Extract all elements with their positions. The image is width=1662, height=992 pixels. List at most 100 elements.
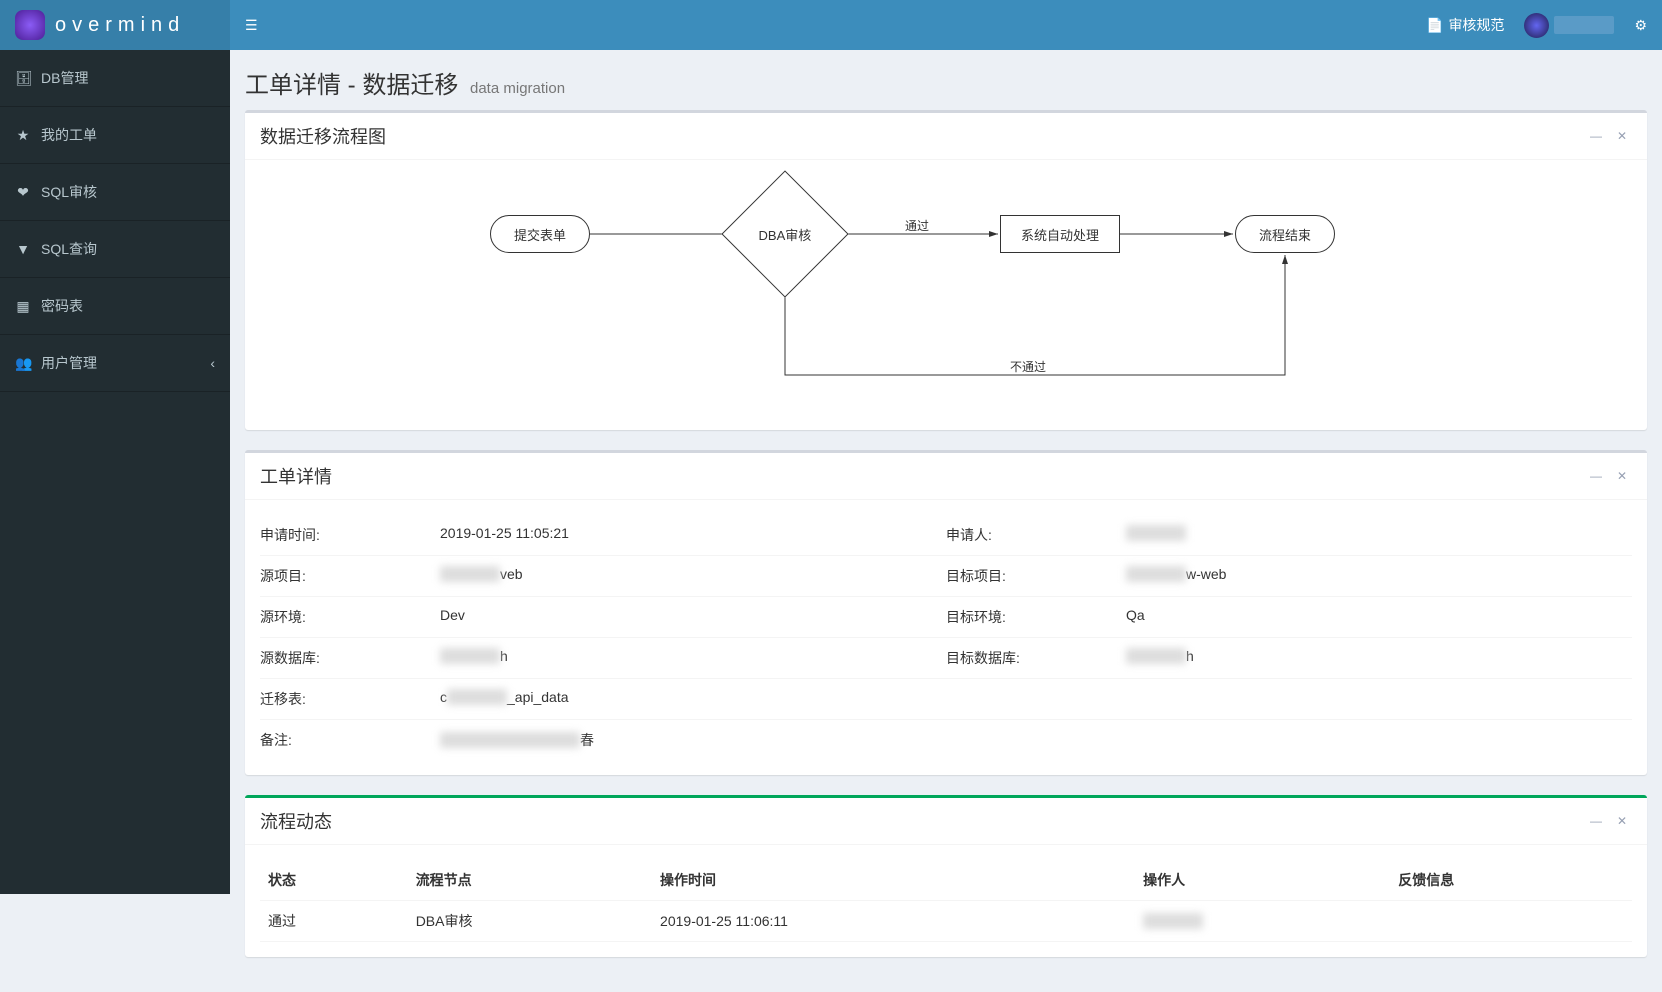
- sidebar-label: 用户管理: [41, 353, 97, 373]
- flowchart-box: 数据迁移流程图 — ✕: [245, 110, 1647, 430]
- flowchart-svg: 通过 不通过: [260, 175, 1632, 415]
- flowchart-body: 通过 不通过 提交表单 DBA审核 系统自动处理 流程结束: [245, 160, 1647, 430]
- detail-value: xxxxxxw-web: [1126, 566, 1632, 586]
- detail-row: 源数据库:xxxxh 目标数据库:xxxxh: [260, 638, 1632, 679]
- sidebar-item-orders[interactable]: ★我的工单: [0, 107, 230, 163]
- detail-value: Qa: [1126, 607, 1632, 627]
- detail-row: 申请时间:2019-01-25 11:05:21 申请人:xxxx: [260, 515, 1632, 556]
- sidebar: 🗄 DB管理 ★我的工单 ❤SQL审核 ▼ SQL查询 ▦密码表 👥 用户管理 ‹: [0, 0, 230, 894]
- flow-node-end: 流程结束: [1235, 215, 1335, 253]
- close-button[interactable]: ✕: [1612, 127, 1632, 145]
- table-header: 反馈信息: [1390, 860, 1632, 901]
- table-cell: xxx: [1135, 901, 1390, 942]
- blurred-value: xxxx: [1126, 648, 1186, 664]
- detail-label: 目标环境:: [946, 607, 1126, 627]
- status-box: 流程动态 — ✕ 状态 流程节点 操作时间 操作人 反馈信息: [245, 795, 1647, 957]
- detail-label: 源数据库:: [260, 648, 440, 668]
- sidebar-toggle[interactable]: ☰: [245, 17, 258, 34]
- table-header: 操作人: [1135, 860, 1390, 901]
- detail-row: 源项目:xxxxxxxveb 目标项目:xxxxxxw-web: [260, 556, 1632, 597]
- content-wrapper: 工单详情 - 数据迁移 data migration 数据迁移流程图 — ✕: [230, 0, 1662, 992]
- detail-label: 申请时间:: [260, 525, 440, 545]
- table-icon: ▦: [15, 298, 31, 315]
- collapse-button[interactable]: —: [1585, 127, 1607, 145]
- table-cell: DBA审核: [408, 901, 652, 942]
- status-body: 状态 流程节点 操作时间 操作人 反馈信息 通过 DBA审核 2019-01-2…: [245, 845, 1647, 957]
- status-header: 流程动态 — ✕: [245, 798, 1647, 845]
- detail-value: xxxxxxxveb: [440, 566, 946, 586]
- close-button[interactable]: ✕: [1612, 467, 1632, 485]
- detail-value: Dev: [440, 607, 946, 627]
- flowchart-header: 数据迁移流程图 — ✕: [245, 113, 1647, 160]
- detail-label: 源项目:: [260, 566, 440, 586]
- content-header: 工单详情 - 数据迁移 data migration: [230, 50, 1662, 110]
- detail-row: 源环境:Dev 目标环境:Qa: [260, 597, 1632, 638]
- detail-label: 申请人:: [946, 525, 1126, 545]
- blurred-value: xxxx: [1126, 525, 1186, 541]
- filter-icon: ▼: [15, 241, 31, 257]
- username: [1554, 16, 1614, 34]
- detail-value: xxxxh: [440, 648, 946, 668]
- user-menu[interactable]: [1524, 13, 1614, 38]
- blurred-value: xxx: [1143, 913, 1203, 929]
- collapse-button[interactable]: —: [1585, 812, 1607, 830]
- flow-node-submit: 提交表单: [490, 215, 590, 253]
- page-subtitle: data migration: [470, 80, 565, 97]
- edge-label-fail: 不通过: [1010, 360, 1046, 374]
- content: 数据迁移流程图 — ✕: [230, 110, 1662, 992]
- sidebar-item-sql-query[interactable]: ▼ SQL查询: [0, 221, 230, 277]
- sidebar-label: SQL审核: [41, 182, 97, 202]
- detail-label: 目标项目:: [946, 566, 1126, 586]
- edge-label-pass: 通过: [905, 219, 929, 233]
- sidebar-label: SQL查询: [41, 239, 97, 259]
- details-body: 申请时间:2019-01-25 11:05:21 申请人:xxxx 源项目:xx…: [245, 500, 1647, 775]
- main-header: overmind ☰ 📄 审核规范 ⚙: [0, 0, 1662, 50]
- chevron-left-icon: ‹: [210, 355, 215, 371]
- table-header-row: 状态 流程节点 操作时间 操作人 反馈信息: [260, 860, 1632, 901]
- settings-link[interactable]: ⚙: [1634, 17, 1647, 34]
- brand-text: overmind: [55, 14, 185, 37]
- close-button[interactable]: ✕: [1612, 812, 1632, 830]
- detail-value: xxxxxxxxxxx春: [440, 730, 946, 750]
- table-header: 操作时间: [652, 860, 1135, 901]
- detail-row: 备注:xxxxxxxxxxx春: [260, 720, 1632, 760]
- share-icon: ⚙: [1634, 17, 1647, 34]
- blurred-value: xxxxxxxxxxx: [440, 732, 580, 748]
- database-icon: 🗄: [15, 70, 31, 87]
- collapse-button[interactable]: —: [1585, 467, 1607, 485]
- table-cell: 2019-01-25 11:06:11: [652, 901, 1135, 942]
- table-header: 流程节点: [408, 860, 652, 901]
- detail-value: xxxx: [1126, 525, 1632, 545]
- page-title: 工单详情 - 数据迁移 data migration: [245, 65, 1647, 100]
- navbar-right: 📄 审核规范 ⚙: [1426, 13, 1647, 38]
- logo[interactable]: overmind: [0, 0, 230, 50]
- sidebar-menu: 🗄 DB管理 ★我的工单 ❤SQL审核 ▼ SQL查询 ▦密码表 👥 用户管理 ‹: [0, 50, 230, 392]
- detail-value: 2019-01-25 11:05:21: [440, 525, 946, 545]
- flowchart-title: 数据迁移流程图: [260, 123, 386, 149]
- flow-node-auto-process: 系统自动处理: [1000, 215, 1120, 253]
- sidebar-label: DB管理: [41, 68, 88, 88]
- sidebar-item-users[interactable]: 👥 用户管理 ‹: [0, 335, 230, 391]
- details-header: 工单详情 — ✕: [245, 453, 1647, 500]
- menu-icon: ☰: [245, 17, 258, 33]
- table-cell: 通过: [260, 901, 408, 942]
- sidebar-label: 我的工单: [41, 125, 97, 145]
- users-icon: 👥: [15, 355, 31, 372]
- status-title: 流程动态: [260, 808, 332, 834]
- flowchart: 通过 不通过 提交表单 DBA审核 系统自动处理 流程结束: [260, 175, 1632, 415]
- table-header: 状态: [260, 860, 408, 901]
- details-box: 工单详情 — ✕ 申请时间:2019-01-25 11:05:21 申请人:xx…: [245, 450, 1647, 775]
- detail-value: xxxxh: [1126, 648, 1632, 668]
- sidebar-item-password[interactable]: ▦密码表: [0, 278, 230, 334]
- sidebar-item-db[interactable]: 🗄 DB管理: [0, 50, 230, 106]
- detail-label: 源环境:: [260, 607, 440, 627]
- detail-value: cxxxx_api_data: [440, 689, 946, 709]
- table-row: 通过 DBA审核 2019-01-25 11:06:11 xxx: [260, 901, 1632, 942]
- avatar-icon: [1524, 13, 1549, 38]
- sidebar-item-sql-audit[interactable]: ❤SQL审核: [0, 164, 230, 220]
- audit-spec-link[interactable]: 📄 审核规范: [1426, 15, 1504, 35]
- detail-label: 迁移表:: [260, 689, 440, 709]
- detail-label: 备注:: [260, 730, 440, 750]
- detail-label: 目标数据库:: [946, 648, 1126, 668]
- table-cell: [1390, 901, 1632, 942]
